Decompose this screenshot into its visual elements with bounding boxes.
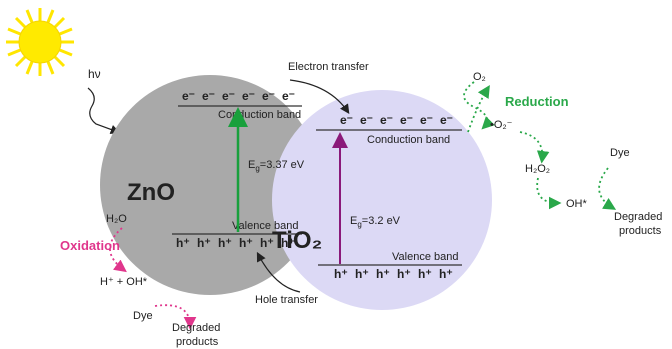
dye-label: Dye <box>610 147 630 159</box>
electron: e⁻ <box>262 89 275 103</box>
hole: h⁺ <box>218 236 232 250</box>
sun <box>6 8 74 76</box>
reduction-arrow <box>599 168 613 208</box>
oh-label: OH* <box>566 198 588 210</box>
degraded-label: products <box>619 225 662 237</box>
hole: h⁺ <box>439 267 453 281</box>
diagram: hν e⁻ e⁻ e⁻ e⁻ e⁻ e⁻ h⁺ h⁺ h⁺ h⁺ h⁺ h⁺ C… <box>0 0 672 349</box>
reduction-arrow <box>520 132 542 160</box>
electron-transfer-label: Electron transfer <box>288 61 369 73</box>
hole: h⁺ <box>239 236 253 250</box>
zno-conduction-label: Conduction band <box>218 109 301 121</box>
gap-value: =3.37 eV <box>260 159 305 171</box>
superoxide-label: •O₂⁻ <box>490 119 513 131</box>
reduction-title: Reduction <box>505 94 569 109</box>
reduction-arrow <box>537 178 558 203</box>
hole: h⁺ <box>197 236 211 250</box>
reduction-arrow <box>468 88 488 132</box>
tio2-label: TiO₂ <box>272 227 322 254</box>
gap-symbol: E <box>350 215 357 227</box>
dye-label: Dye <box>133 310 153 322</box>
electron: e⁻ <box>380 113 393 127</box>
electron: e⁻ <box>440 113 453 127</box>
electron: e⁻ <box>282 89 295 103</box>
electron: e⁻ <box>202 89 215 103</box>
electron: e⁻ <box>340 113 353 127</box>
zno-label: ZnO <box>127 179 175 206</box>
electron: e⁻ <box>420 113 433 127</box>
degraded-label: Degraded <box>614 211 662 223</box>
tio2-conduction-label: Conduction band <box>367 134 450 146</box>
hole: h⁺ <box>376 267 390 281</box>
gap-symbol: E <box>248 159 255 171</box>
electron: e⁻ <box>182 89 195 103</box>
gap-value: =3.2 eV <box>362 215 401 227</box>
h2o-label: H₂O <box>106 213 127 225</box>
light-label: hν <box>88 67 101 81</box>
degraded-label: Degraded <box>172 322 220 334</box>
h2o2-label: H₂O₂ <box>525 163 550 175</box>
electron: e⁻ <box>400 113 413 127</box>
hole: h⁺ <box>334 267 348 281</box>
oxidation-title: Oxidation <box>60 238 120 253</box>
electron: e⁻ <box>360 113 373 127</box>
tio2-valence-label: Valence band <box>392 251 458 263</box>
hole: h⁺ <box>397 267 411 281</box>
o2-label: O₂ <box>473 71 486 83</box>
hole: h⁺ <box>355 267 369 281</box>
oxidation-products: H⁺ + OH* <box>100 276 148 288</box>
reduction-arrow <box>464 82 487 127</box>
degraded-label: products <box>176 336 219 348</box>
light-arrow <box>88 88 118 132</box>
electron: e⁻ <box>242 89 255 103</box>
hole-transfer-label: Hole transfer <box>255 294 318 306</box>
electron: e⁻ <box>222 89 235 103</box>
hole: h⁺ <box>176 236 190 250</box>
hole: h⁺ <box>418 267 432 281</box>
